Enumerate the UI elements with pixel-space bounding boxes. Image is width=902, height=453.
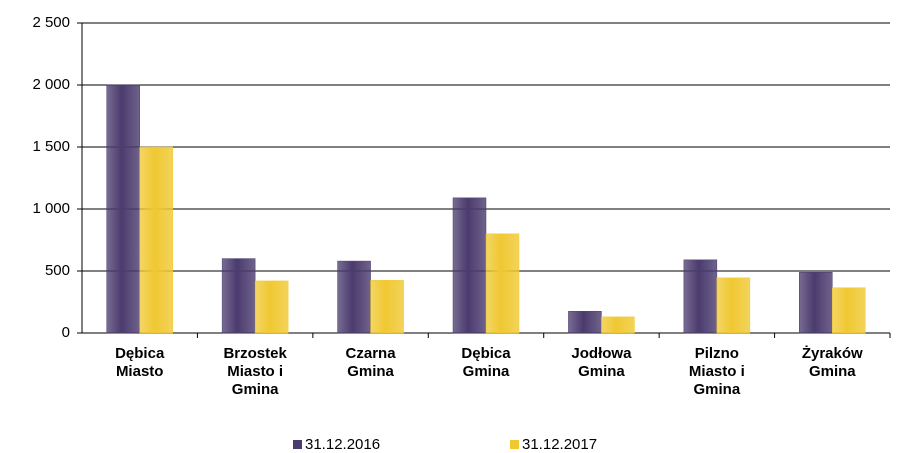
bar (485, 233, 520, 334)
bar (716, 277, 751, 334)
legend-swatch (293, 440, 302, 449)
bar (601, 316, 635, 334)
bar (452, 197, 487, 334)
bar (568, 311, 602, 334)
bar (370, 280, 404, 334)
bar (683, 259, 718, 334)
x-tick-label: Pilzno Miasto i Gmina (688, 345, 745, 398)
y-tick-label: 1 000 (32, 200, 70, 217)
y-tick-label: 2 000 (32, 76, 70, 93)
x-tick-label: Dębica Miasto (115, 345, 165, 380)
bar (799, 271, 833, 334)
bar (337, 260, 371, 334)
y-tick-label: 2 500 (32, 14, 70, 31)
x-tick-label: Żyraków Gmina (801, 345, 863, 380)
bar (106, 84, 140, 334)
x-tick-label: Czarna Gmina (345, 345, 396, 380)
bar (139, 146, 173, 334)
legend-item: 31.12.2017 (510, 436, 597, 453)
y-tick-label: 1 500 (32, 138, 70, 155)
legend-swatch (510, 440, 519, 449)
x-tick-label: Jodłowa Gmina (571, 345, 632, 380)
x-tick-label: Brzostek Miasto i Gmina (223, 345, 287, 398)
bar (221, 258, 256, 334)
bar (832, 287, 866, 334)
x-tick-label: Dębica Gmina (461, 345, 511, 380)
y-tick-label: 0 (62, 324, 70, 341)
bar (254, 280, 289, 334)
legend-label: 31.12.2016 (305, 436, 381, 453)
legend-item: 31.12.2016 (293, 436, 380, 453)
y-tick-label: 500 (45, 262, 70, 279)
legend-label: 31.12.2017 (522, 436, 598, 453)
